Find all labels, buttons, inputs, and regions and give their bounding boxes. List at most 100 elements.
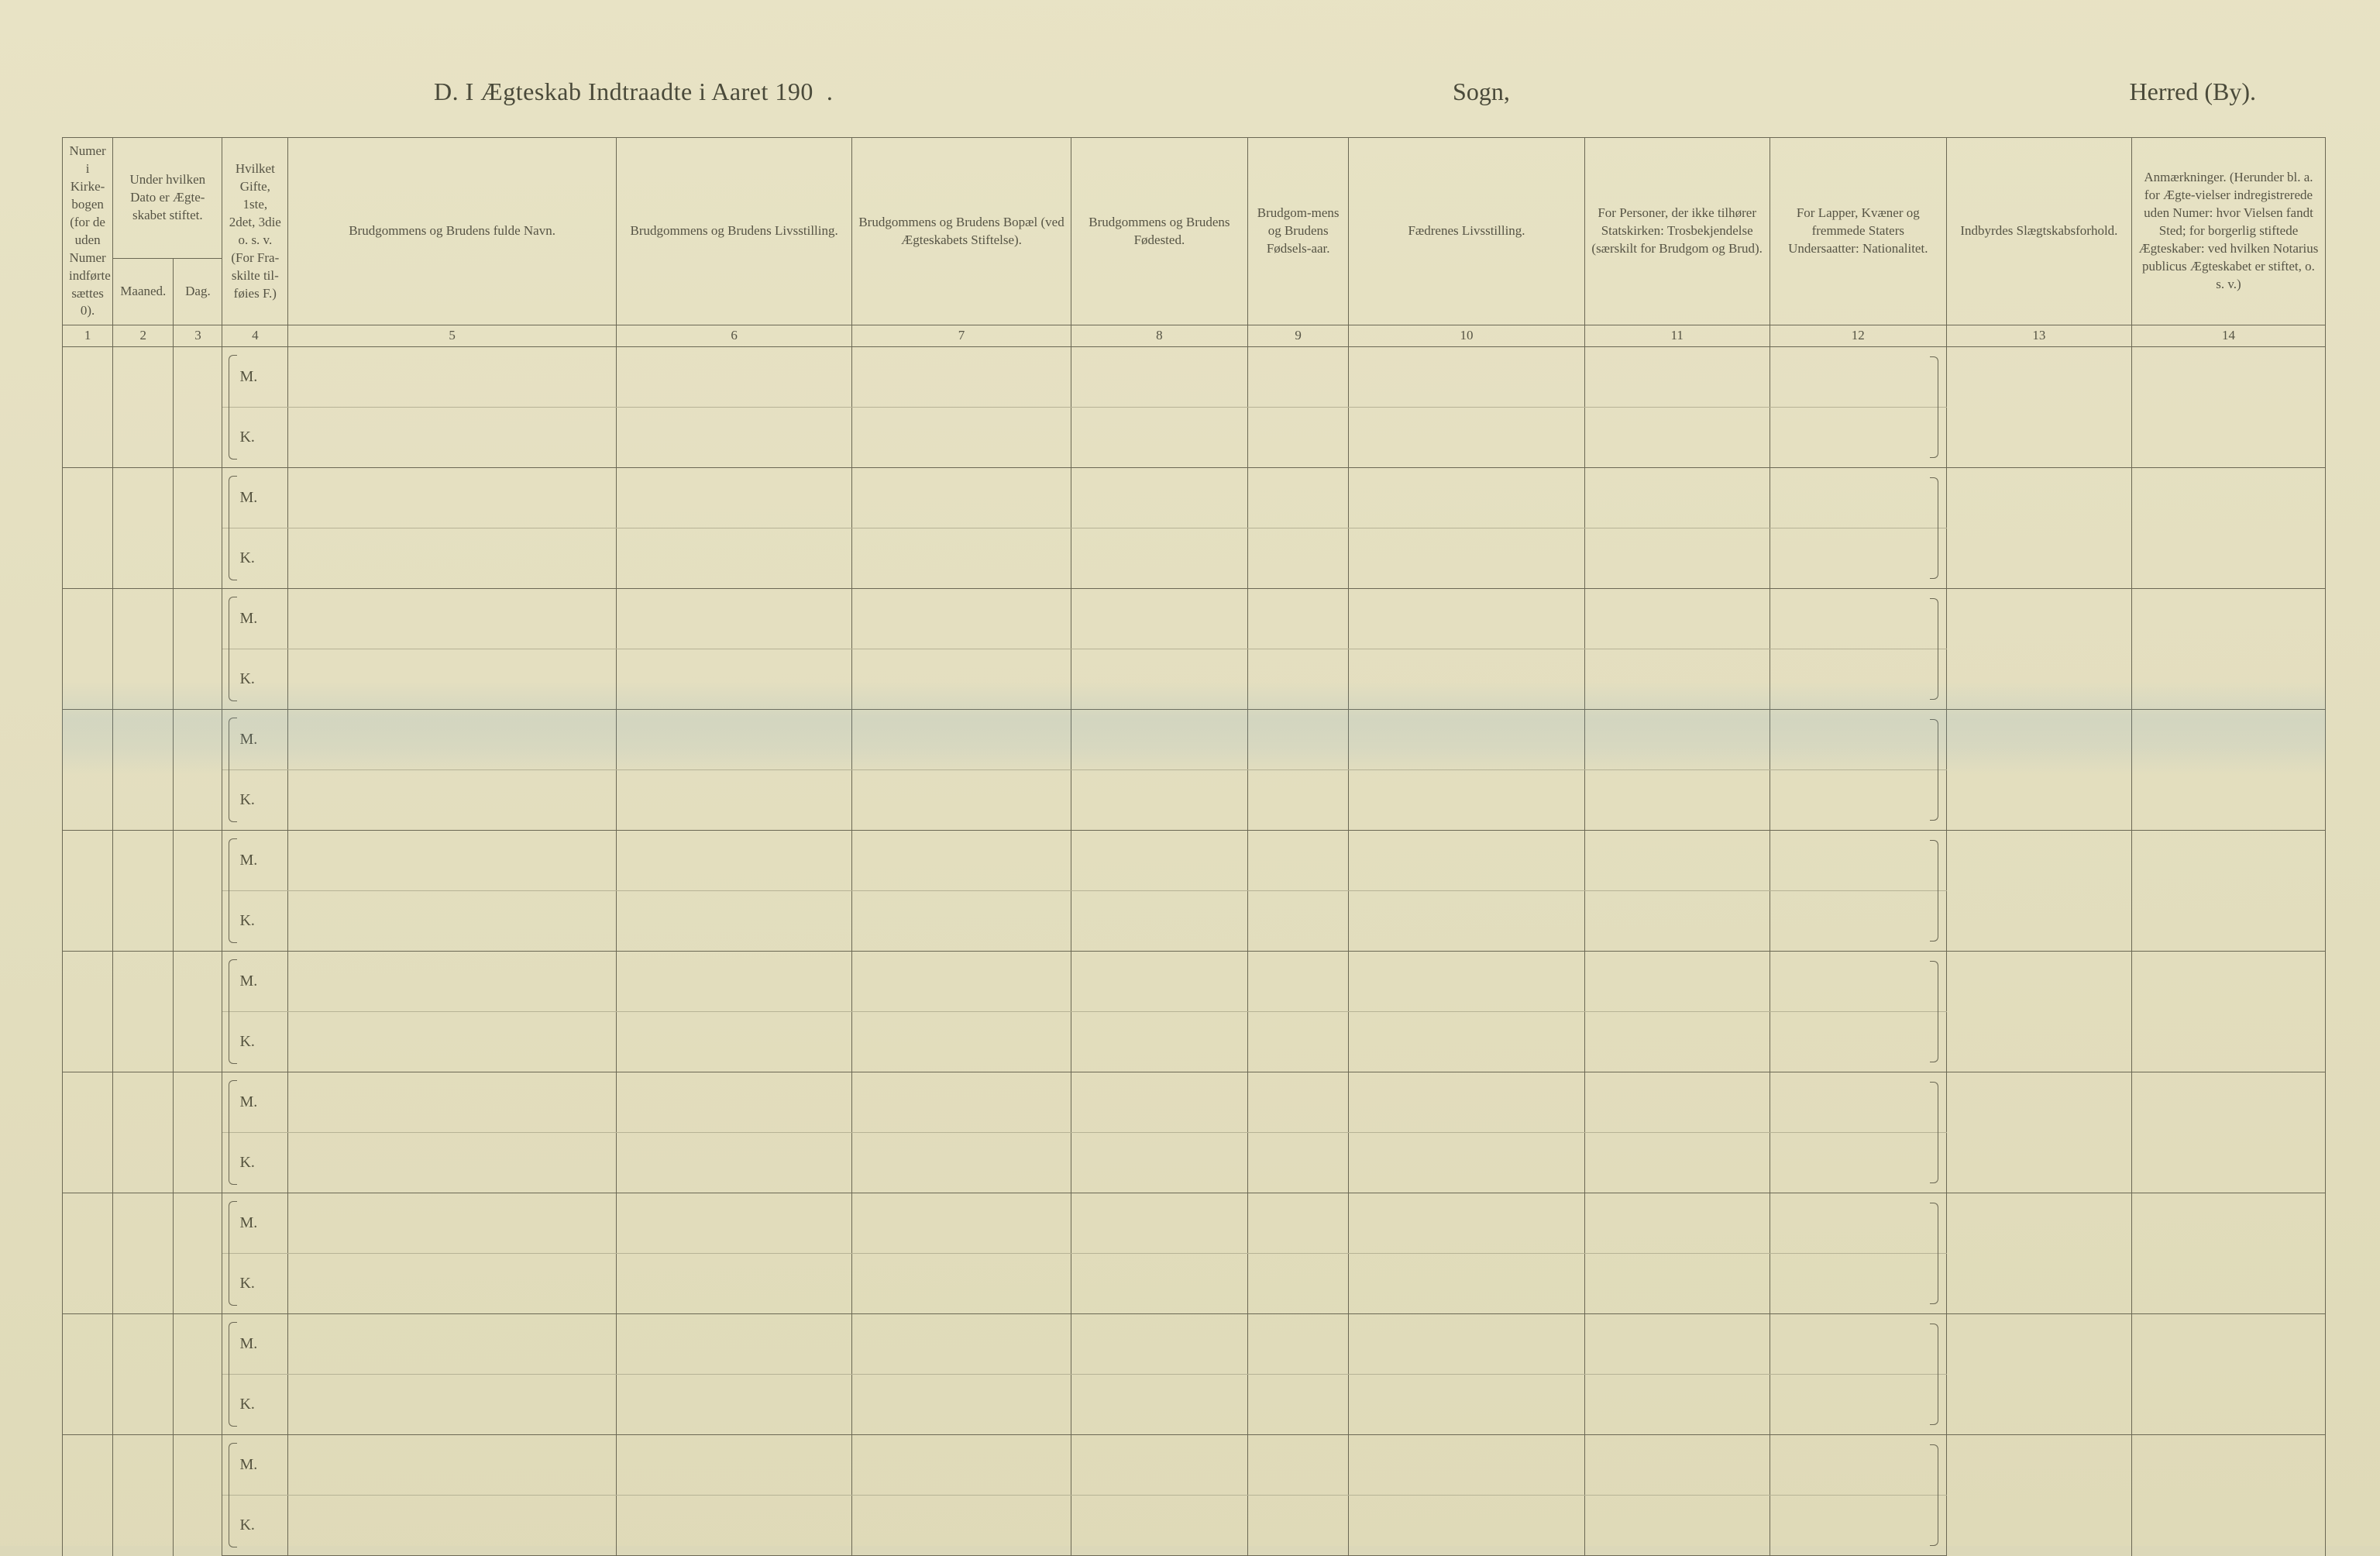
cell-month[interactable] [113, 1435, 174, 1556]
cell-remarks[interactable] [2131, 1193, 2325, 1314]
cell-father-occ-k[interactable] [1349, 408, 1584, 468]
cell-name-k[interactable] [288, 1133, 617, 1193]
cell-nationality-k[interactable] [1770, 649, 1946, 710]
cell-occupation-k[interactable] [617, 1254, 852, 1314]
cell-remarks[interactable] [2131, 347, 2325, 468]
cell-num[interactable] [63, 589, 113, 710]
cell-birthplace-m[interactable] [1071, 1435, 1247, 1496]
cell-birthyear-k[interactable] [1247, 770, 1348, 831]
cell-father-occ-k[interactable] [1349, 1012, 1584, 1072]
cell-nationality-k[interactable] [1770, 528, 1946, 589]
cell-name-k[interactable] [288, 1375, 617, 1435]
cell-month[interactable] [113, 1072, 174, 1193]
cell-birthyear-k[interactable] [1247, 1133, 1348, 1193]
cell-occupation-m[interactable] [617, 589, 852, 649]
cell-day[interactable] [174, 1072, 222, 1193]
cell-birthyear-k[interactable] [1247, 1254, 1348, 1314]
cell-name-m[interactable] [288, 1193, 617, 1254]
cell-residence-k[interactable] [852, 1375, 1071, 1435]
cell-birthplace-m[interactable] [1071, 831, 1247, 891]
cell-nationality-k[interactable] [1770, 408, 1946, 468]
cell-month[interactable] [113, 952, 174, 1072]
cell-occupation-k[interactable] [617, 528, 852, 589]
cell-nationality-k[interactable] [1770, 1012, 1946, 1072]
cell-occupation-m[interactable] [617, 710, 852, 770]
cell-birthplace-m[interactable] [1071, 1072, 1247, 1133]
cell-birthyear-m[interactable] [1247, 1072, 1348, 1133]
cell-residence-k[interactable] [852, 528, 1071, 589]
cell-nationality-k[interactable] [1770, 1496, 1946, 1556]
cell-birthplace-k[interactable] [1071, 1375, 1247, 1435]
cell-num[interactable] [63, 1314, 113, 1435]
cell-nationality-m[interactable] [1770, 347, 1946, 408]
cell-num[interactable] [63, 1435, 113, 1556]
cell-father-occ-m[interactable] [1349, 347, 1584, 408]
cell-residence-k[interactable] [852, 891, 1071, 952]
cell-nationality-m[interactable] [1770, 1435, 1946, 1496]
cell-confession-m[interactable] [1584, 1072, 1770, 1133]
cell-remarks[interactable] [2131, 952, 2325, 1072]
cell-name-m[interactable] [288, 589, 617, 649]
cell-occupation-k[interactable] [617, 1012, 852, 1072]
cell-birthplace-m[interactable] [1071, 468, 1247, 528]
cell-month[interactable] [113, 1314, 174, 1435]
cell-name-m[interactable] [288, 468, 617, 528]
cell-birthplace-k[interactable] [1071, 528, 1247, 589]
cell-day[interactable] [174, 1193, 222, 1314]
cell-birthyear-k[interactable] [1247, 1496, 1348, 1556]
cell-remarks[interactable] [2131, 1314, 2325, 1435]
cell-nationality-m[interactable] [1770, 831, 1946, 891]
cell-father-occ-k[interactable] [1349, 770, 1584, 831]
cell-father-occ-m[interactable] [1349, 1193, 1584, 1254]
cell-num[interactable] [63, 952, 113, 1072]
cell-birthyear-m[interactable] [1247, 831, 1348, 891]
cell-nationality-m[interactable] [1770, 1072, 1946, 1133]
cell-occupation-m[interactable] [617, 952, 852, 1012]
cell-father-occ-k[interactable] [1349, 1254, 1584, 1314]
cell-kinship[interactable] [1946, 1193, 2131, 1314]
cell-father-occ-k[interactable] [1349, 891, 1584, 952]
cell-birthplace-m[interactable] [1071, 1314, 1247, 1375]
cell-confession-k[interactable] [1584, 408, 1770, 468]
cell-month[interactable] [113, 831, 174, 952]
cell-nationality-k[interactable] [1770, 1254, 1946, 1314]
cell-father-occ-k[interactable] [1349, 1496, 1584, 1556]
cell-name-k[interactable] [288, 649, 617, 710]
cell-nationality-m[interactable] [1770, 468, 1946, 528]
cell-father-occ-m[interactable] [1349, 468, 1584, 528]
cell-occupation-m[interactable] [617, 831, 852, 891]
cell-residence-m[interactable] [852, 1314, 1071, 1375]
cell-nationality-k[interactable] [1770, 891, 1946, 952]
cell-birthplace-m[interactable] [1071, 589, 1247, 649]
cell-nationality-m[interactable] [1770, 1193, 1946, 1254]
cell-father-occ-k[interactable] [1349, 649, 1584, 710]
cell-birthplace-k[interactable] [1071, 1496, 1247, 1556]
cell-birthyear-k[interactable] [1247, 649, 1348, 710]
cell-birthyear-m[interactable] [1247, 710, 1348, 770]
cell-confession-m[interactable] [1584, 710, 1770, 770]
cell-residence-m[interactable] [852, 589, 1071, 649]
cell-occupation-m[interactable] [617, 1072, 852, 1133]
cell-month[interactable] [113, 710, 174, 831]
cell-confession-k[interactable] [1584, 528, 1770, 589]
cell-birthplace-m[interactable] [1071, 952, 1247, 1012]
cell-day[interactable] [174, 831, 222, 952]
cell-kinship[interactable] [1946, 1072, 2131, 1193]
cell-birthyear-k[interactable] [1247, 528, 1348, 589]
cell-kinship[interactable] [1946, 347, 2131, 468]
cell-birthyear-m[interactable] [1247, 1193, 1348, 1254]
cell-father-occ-m[interactable] [1349, 1314, 1584, 1375]
cell-kinship[interactable] [1946, 710, 2131, 831]
cell-father-occ-m[interactable] [1349, 589, 1584, 649]
cell-num[interactable] [63, 347, 113, 468]
cell-residence-k[interactable] [852, 1496, 1071, 1556]
cell-occupation-k[interactable] [617, 1133, 852, 1193]
cell-kinship[interactable] [1946, 589, 2131, 710]
cell-kinship[interactable] [1946, 468, 2131, 589]
cell-residence-m[interactable] [852, 347, 1071, 408]
cell-confession-m[interactable] [1584, 347, 1770, 408]
cell-occupation-m[interactable] [617, 1435, 852, 1496]
cell-kinship[interactable] [1946, 831, 2131, 952]
cell-residence-m[interactable] [852, 1072, 1071, 1133]
cell-birthyear-m[interactable] [1247, 347, 1348, 408]
